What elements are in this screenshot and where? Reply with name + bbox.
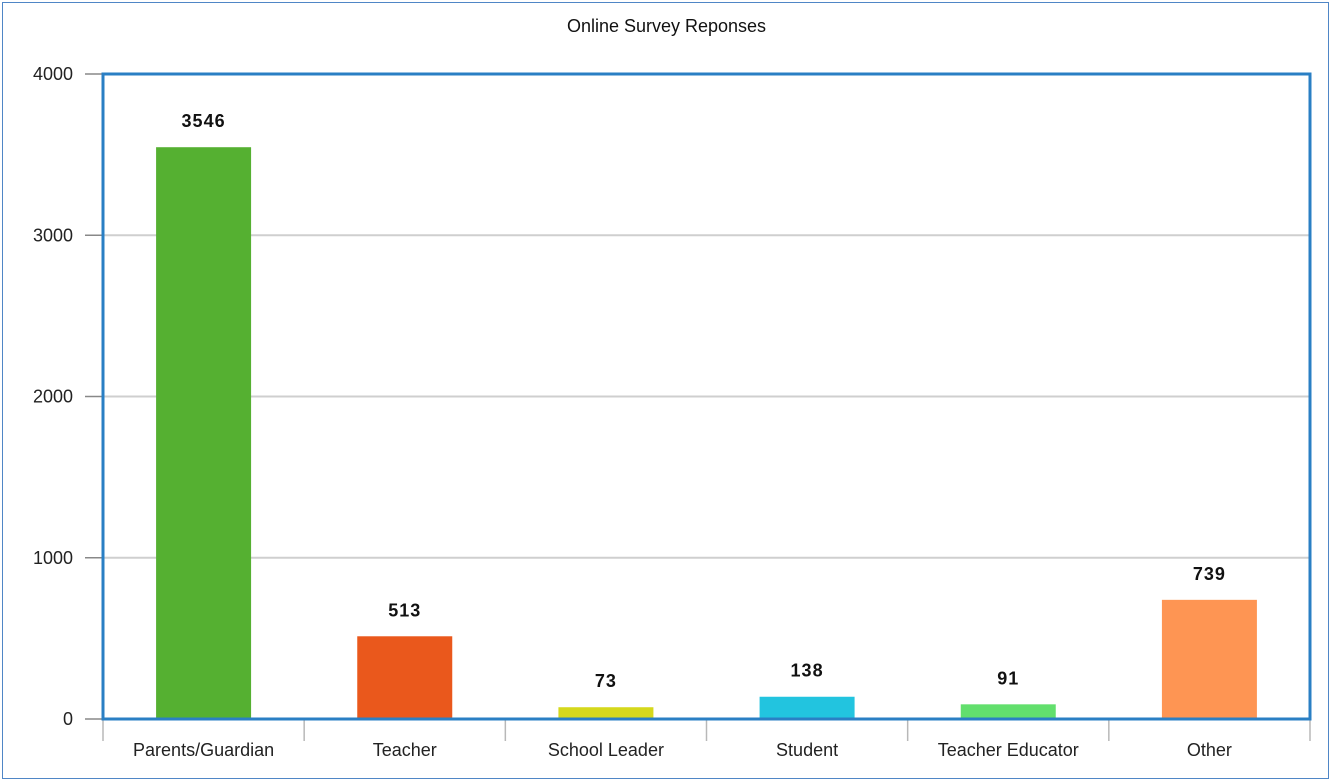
data-label: 513 (388, 600, 421, 620)
data-label: 739 (1193, 564, 1226, 584)
data-label: 73 (595, 671, 617, 691)
bar (357, 636, 453, 719)
plot-border (101, 72, 1312, 721)
bar (759, 696, 855, 719)
bar (1161, 599, 1257, 719)
y-tick-label: 2000 (33, 387, 73, 407)
x-tick-label: Student (776, 740, 838, 760)
data-label: 91 (997, 668, 1019, 688)
y-tick-label: 3000 (33, 225, 73, 245)
x-tick-label: Other (1187, 740, 1232, 760)
y-tick-label: 0 (63, 709, 73, 729)
x-tick-label: School Leader (548, 740, 664, 760)
x-tick-label: Parents/Guardian (133, 740, 274, 760)
y-tick-label: 1000 (33, 548, 73, 568)
y-tick-label: 4000 (33, 64, 73, 84)
x-tick-label: Teacher Educator (938, 740, 1079, 760)
bar (156, 147, 252, 719)
chart-title: Online Survey Reponses (566, 16, 767, 36)
bar (558, 707, 654, 719)
data-label: 138 (791, 661, 824, 681)
bar (960, 704, 1056, 719)
x-tick-label: Teacher (373, 740, 437, 760)
data-label: 3546 (182, 111, 226, 131)
